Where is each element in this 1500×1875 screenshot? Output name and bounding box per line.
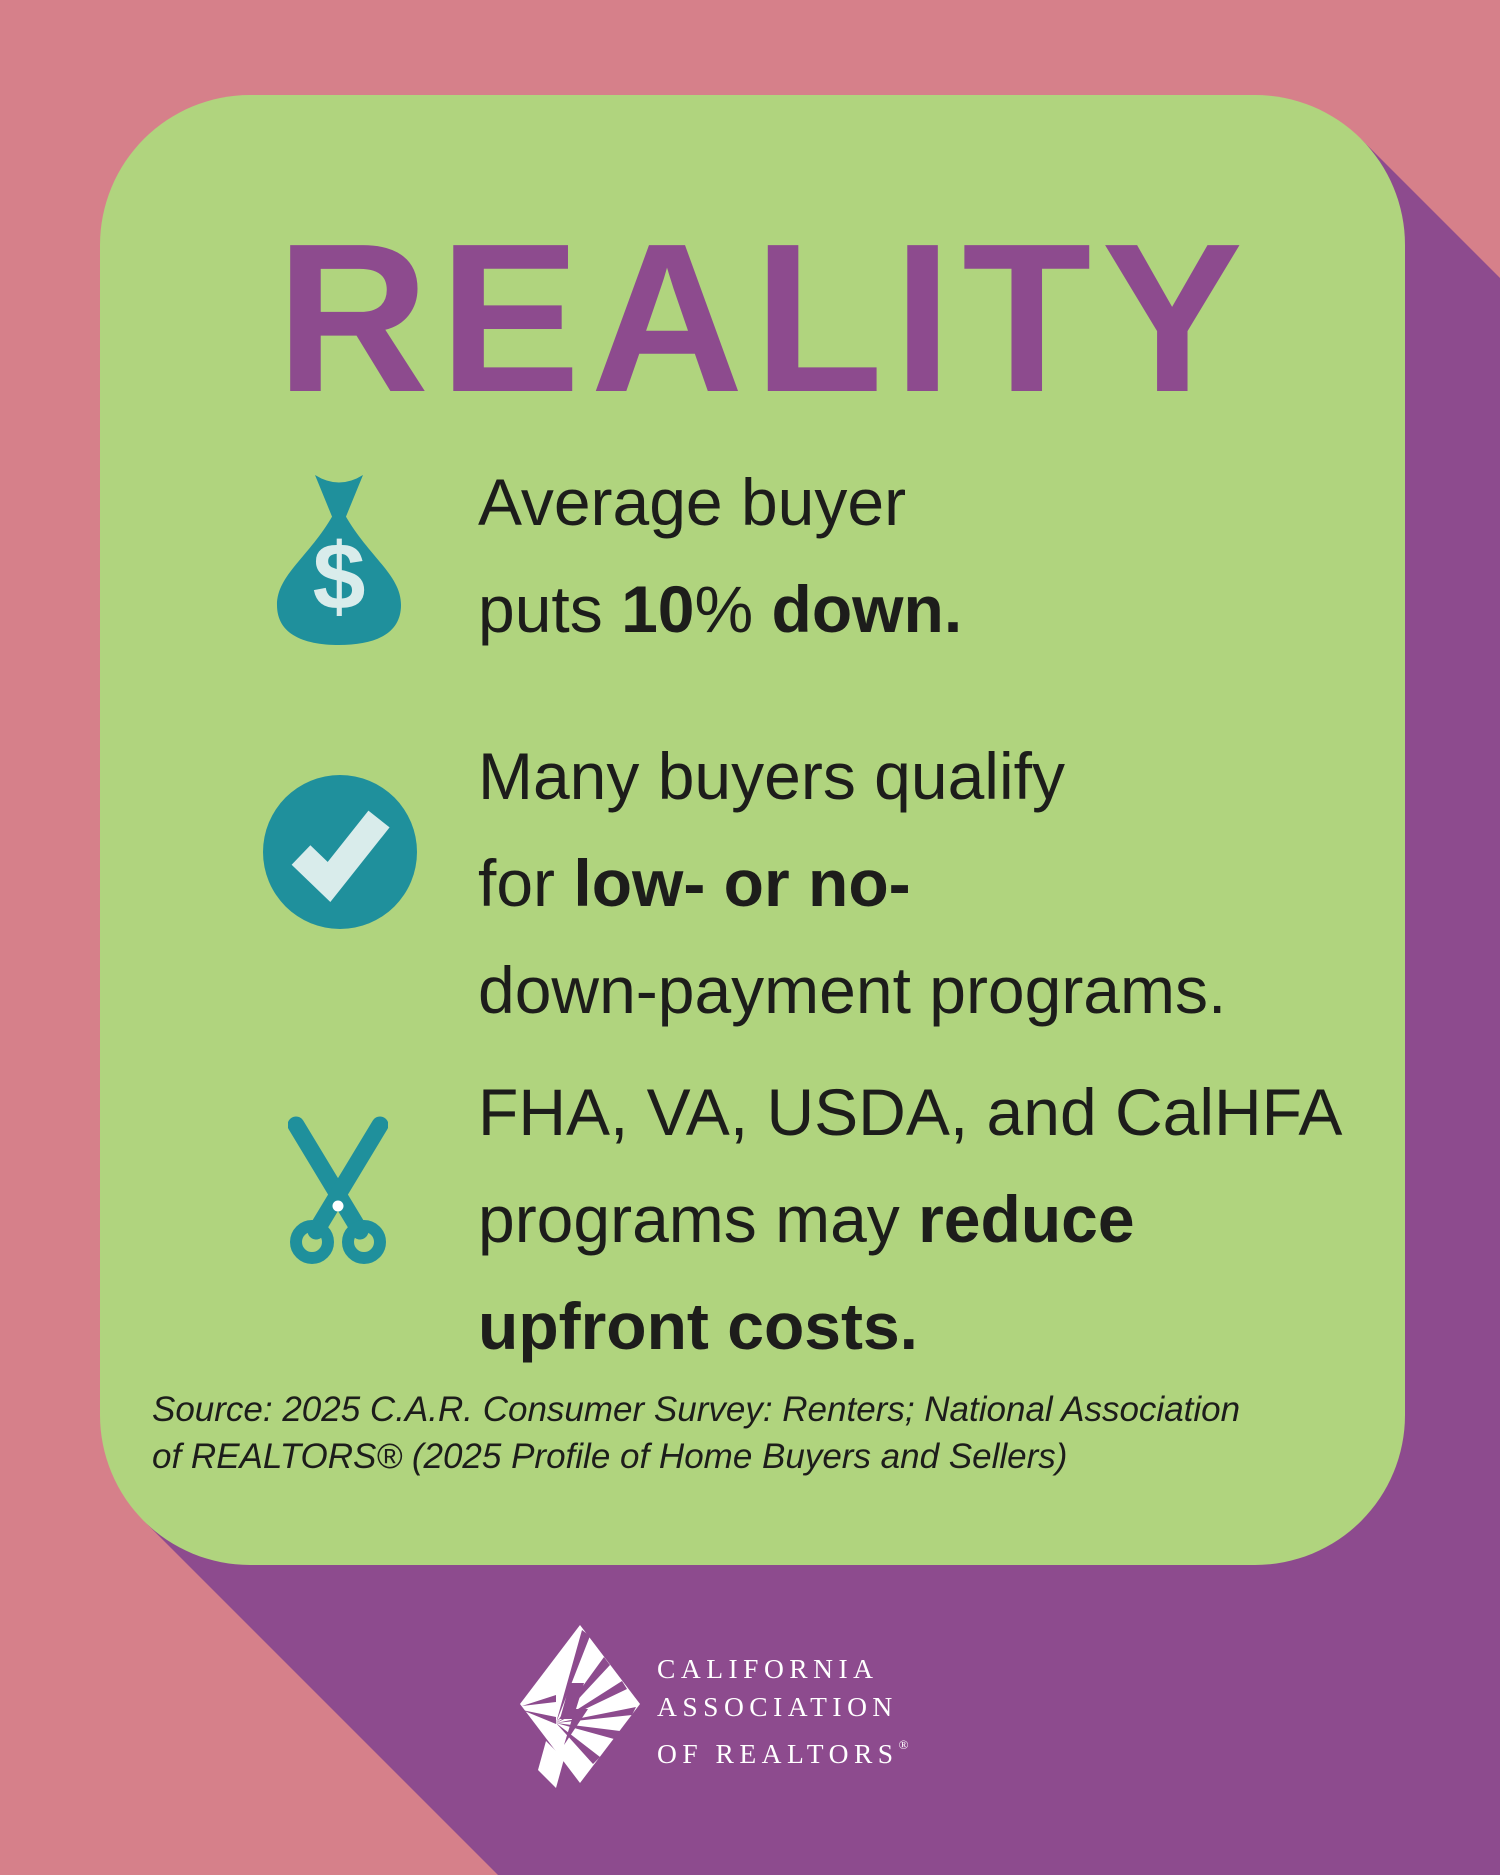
- item-down-payment-text: Average buyer puts 10% down.: [478, 449, 962, 663]
- car-logo-wordmark: CALIFORNIA ASSOCIATION OF REALTORS®: [657, 1653, 909, 1769]
- page-title: REALITY: [276, 199, 1253, 436]
- item-line: puts 10% down.: [478, 572, 963, 646]
- registered-trademark-symbol: ®: [898, 1737, 909, 1752]
- item-line: down-payment programs.: [478, 953, 1227, 1027]
- car-logo: CALIFORNIA ASSOCIATION OF REALTORS®: [520, 1625, 940, 1795]
- item-costs-text: FHA, VA, USDA, and CalHFA programs may r…: [478, 1059, 1342, 1380]
- item-line: FHA, VA, USDA, and CalHFA: [478, 1075, 1343, 1149]
- car-logo-diamond-icon: [520, 1625, 640, 1788]
- scissors-icon: [288, 1116, 388, 1264]
- item-programs-text: Many buyers qualify for low- or no- down…: [478, 723, 1226, 1044]
- source-citation: Source: 2025 C.A.R. Consumer Survey: Ren…: [152, 1390, 1241, 1476]
- item-line: Many buyers qualify: [478, 739, 1065, 813]
- item-line: for low- or no-: [478, 846, 911, 920]
- item-line: programs may reduce: [478, 1182, 1135, 1256]
- item-line: Average buyer: [478, 465, 907, 539]
- check-icon: [263, 775, 417, 929]
- dollar-sign-glyph: $: [313, 524, 366, 630]
- money-bag-icon: $: [277, 475, 401, 645]
- item-line: upfront costs.: [478, 1289, 918, 1363]
